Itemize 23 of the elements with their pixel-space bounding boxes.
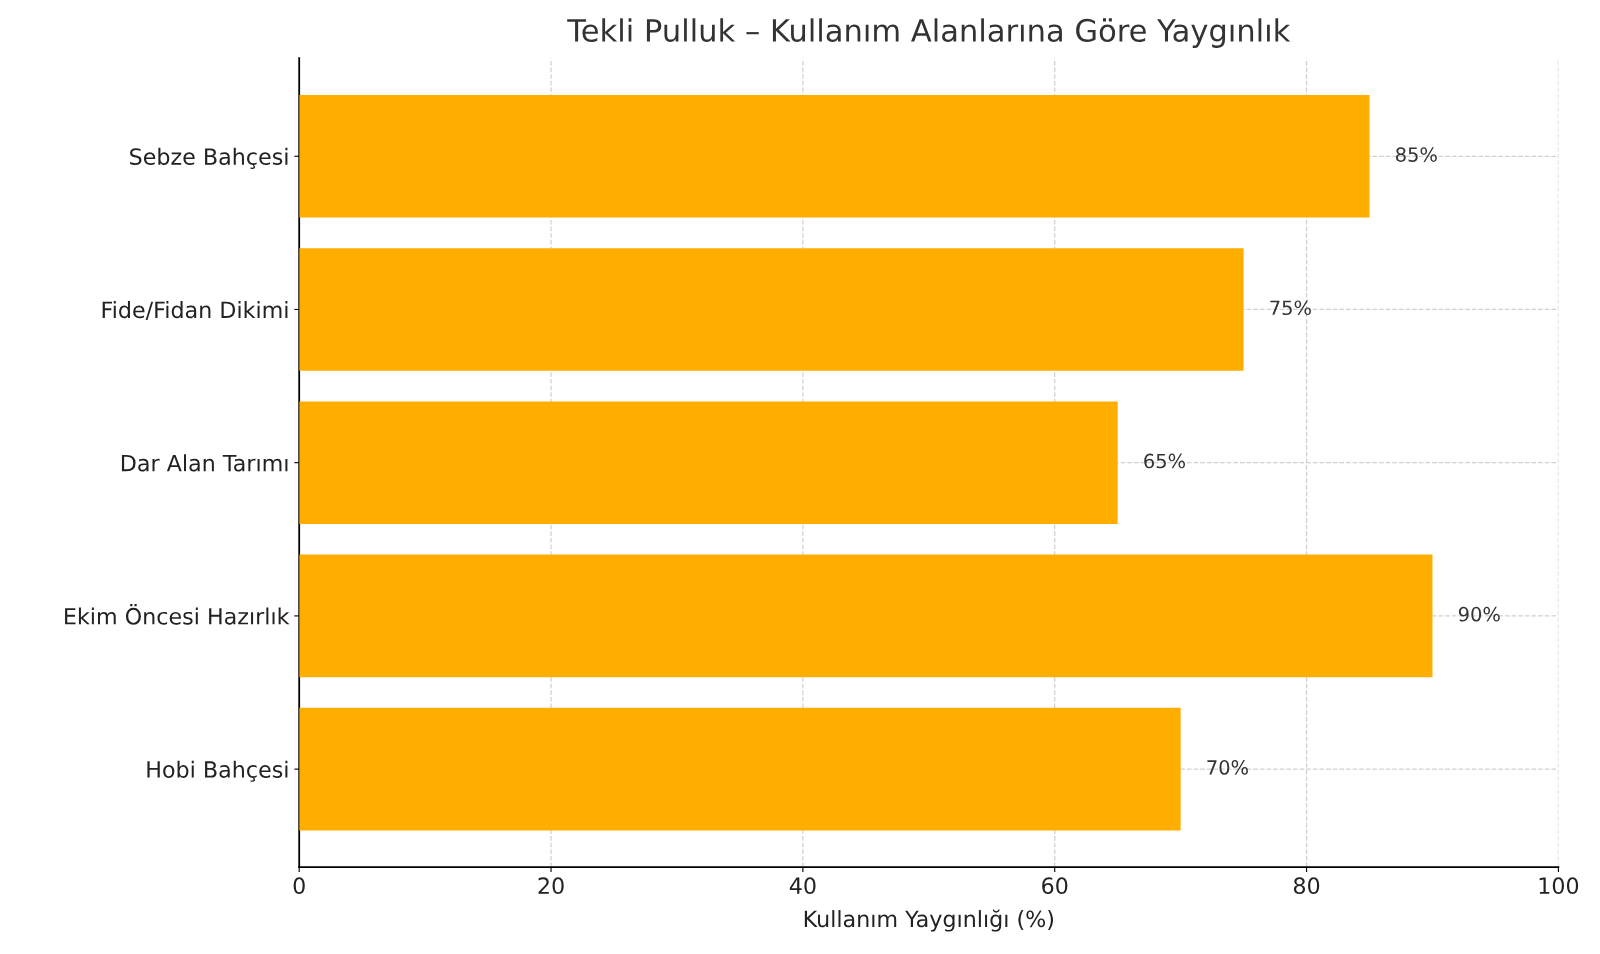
- data-label: 65%: [1144, 453, 1186, 469]
- y-tick-label: Fide/Fidan Dikimi: [102, 301, 288, 320]
- y-tick-label: Sebze Bahçesi: [130, 147, 288, 169]
- data-label: 75%: [1270, 300, 1311, 316]
- bar: [299, 94, 1370, 218]
- chart-title: Tekli Pulluk – Kullanım Alanlarına Göre Yaygınlık: [567, 18, 1291, 48]
- x-tick-label: 100: [1539, 877, 1579, 895]
- data-label: 90%: [1458, 606, 1500, 622]
- bar: [299, 554, 1433, 678]
- x-tick-label: 80: [1293, 877, 1320, 895]
- y-tick-label: Dar Alan Tarımı: [121, 454, 288, 472]
- data-label: 85%: [1396, 147, 1437, 162]
- x-tick-label: 0: [293, 877, 305, 895]
- x-tick-label: 20: [538, 877, 564, 895]
- bar: [299, 401, 1118, 524]
- bar: [299, 707, 1181, 831]
- y-tick-label: Ekim Öncesi Hazırlık: [65, 604, 290, 625]
- y-tick-label: Hobi Bahçesi: [147, 760, 288, 782]
- data-label: 70%: [1207, 760, 1248, 775]
- bar: [299, 248, 1244, 371]
- x-tick-label: 40: [789, 877, 816, 895]
- x-axis-title: Kullanım Yaygınlığı (%): [804, 909, 1054, 932]
- x-tick-label: 60: [1042, 877, 1068, 895]
